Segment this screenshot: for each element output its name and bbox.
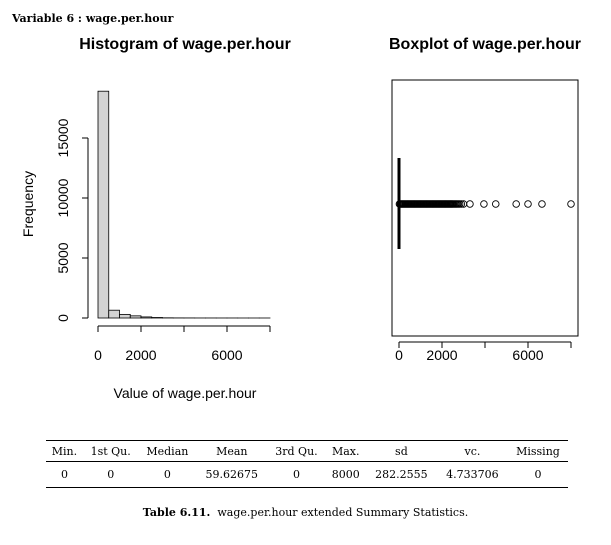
histogram-y-tick-label-0: 0: [55, 314, 71, 322]
value-max: 8000: [325, 461, 366, 488]
boxplot-frame: [391, 79, 579, 337]
charts-canvas: Histogram of wage.per.hour 0 2000 6000 0 50…: [20, 36, 581, 401]
boxplot-outlier-72: [480, 200, 488, 208]
histogram-y-label: Frequency: [20, 171, 36, 237]
boxplot-x-tick-label-1: 2000: [426, 347, 457, 363]
value-mean: 59.62675: [196, 461, 268, 488]
header-1st-qu: 1st Qu.: [82, 440, 139, 462]
boxplot-x-axis: 0 2000 6000: [395, 341, 572, 363]
boxplot-panel: Boxplot of wage.per.hour 0 2000 6000: [389, 36, 581, 363]
boxplot-outlier-71: [466, 200, 474, 208]
histogram-panel: Histogram of wage.per.hour 0 2000 6000 0 50…: [20, 36, 291, 401]
histogram-bar-1: [108, 309, 120, 319]
table-caption: Table 6.11. wage.per.hour extended Summa…: [0, 506, 611, 519]
boxplot-outlier-77: [567, 200, 575, 208]
histogram-bar-4: [140, 316, 153, 319]
header-min: Min.: [46, 440, 83, 462]
value-missing: 0: [507, 461, 568, 488]
header-median: Median: [138, 440, 197, 462]
histogram-y-tick-label-1: 5000: [55, 242, 71, 273]
summary-value-row: 0 0 0 59.62675 0 8000 282.2555 4.733706 …: [46, 461, 568, 488]
header-sd: sd: [365, 440, 437, 462]
histogram-x-tick-label-0: 0: [94, 347, 102, 363]
boxplot-outlier-76: [538, 200, 546, 208]
histogram-bar-0: [97, 90, 110, 319]
summary-table-wrap: Min. 1st Qu. Median Mean 3rd Qu. Max. sd…: [46, 440, 568, 488]
header-missing: Missing: [507, 440, 568, 462]
histogram-x-label: Value of wage.per.hour: [114, 385, 257, 401]
histogram-bars: [97, 90, 271, 319]
histogram-bar-2: [119, 313, 131, 319]
variable-heading: Variable 6 : wage.per.hour: [12, 12, 174, 25]
header-max: Max.: [325, 440, 366, 462]
value-vc: 4.733706: [436, 461, 508, 488]
boxplot-title: Boxplot of wage.per.hour: [389, 36, 581, 53]
summary-table: Min. 1st Qu. Median Mean 3rd Qu. Max. sd…: [46, 440, 568, 488]
value-3rd-qu: 0: [267, 461, 326, 488]
histogram-y-tick-label-2: 10000: [55, 178, 71, 217]
histogram-title: Histogram of wage.per.hour: [79, 36, 291, 53]
histogram-y-axis: 0 5000 10000 15000: [55, 118, 89, 322]
value-1st-qu: 0: [82, 461, 139, 488]
histogram-x-axis: 0 2000 6000: [94, 325, 271, 363]
boxplot-outlier-75: [524, 200, 532, 208]
caption-label: Table 6.11.: [142, 506, 211, 519]
header-vc: vc.: [436, 440, 508, 462]
value-min: 0: [46, 461, 83, 488]
boxplot-outlier-74: [512, 200, 520, 208]
boxplot-outlier-73: [492, 200, 500, 208]
histogram-bar-3: [129, 315, 142, 319]
caption-text: wage.per.hour extended Summary Statistic…: [217, 506, 469, 519]
value-sd: 282.2555: [365, 461, 437, 488]
summary-header-row: Min. 1st Qu. Median Mean 3rd Qu. Max. sd…: [46, 440, 568, 462]
value-median: 0: [138, 461, 197, 488]
header-3rd-qu: 3rd Qu.: [267, 440, 326, 462]
boxplot-outlier-69: [457, 200, 466, 208]
boxplot-x-tick-label-3: 6000: [512, 347, 543, 363]
header-mean: Mean: [196, 440, 268, 462]
histogram-x-tick-label-1: 2000: [125, 347, 156, 363]
boxplot-outliers: [395, 200, 575, 208]
boxplot-x-tick-label-0: 0: [395, 347, 403, 363]
histogram-y-tick-label-3: 15000: [55, 118, 71, 157]
histogram-x-tick-label-3: 6000: [211, 347, 242, 363]
